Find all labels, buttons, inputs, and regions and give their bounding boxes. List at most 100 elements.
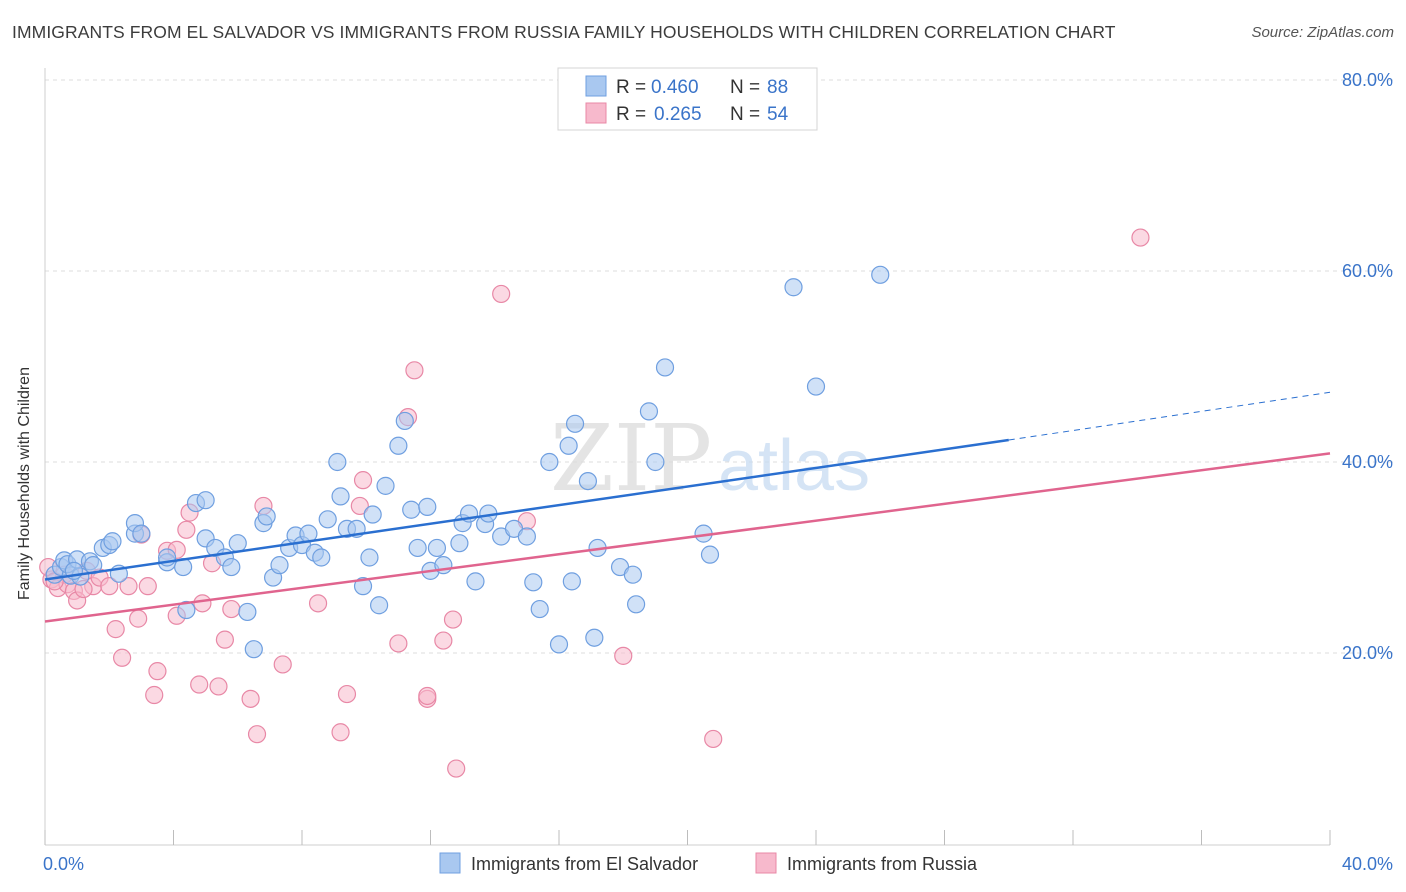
point-el-salvador (177, 600, 196, 620)
point-russia (308, 594, 328, 613)
point-russia (119, 577, 138, 596)
point-russia (106, 620, 125, 639)
y-tick-label: 40.0% (1342, 452, 1393, 472)
point-el-salvador (376, 476, 395, 495)
point-el-salvador (328, 452, 347, 472)
point-el-salvador (655, 358, 675, 377)
legend-top: R = 0.460 N = 88 R = 0.265 N = 54 (557, 67, 818, 131)
point-el-salvador (784, 278, 803, 297)
point-russia (222, 599, 241, 619)
legend-top-n-value-2: 54 (767, 104, 789, 125)
point-russia (492, 284, 511, 304)
legend-top-r-label-1: R = (616, 77, 646, 98)
point-russia (177, 520, 196, 539)
point-el-salvador (549, 635, 569, 654)
point-russia (350, 496, 369, 516)
point-russia (112, 648, 132, 667)
point-el-salvador (418, 497, 437, 516)
y-tick-label: 80.0% (1342, 70, 1393, 90)
legend-top-n-label-2: N = (730, 104, 760, 125)
point-russia (138, 577, 157, 596)
trend-line-el-salvador-extension (1008, 391, 1331, 441)
point-el-salvador (395, 411, 414, 431)
point-russia (1131, 228, 1150, 247)
point-russia (337, 684, 357, 704)
y-tick-label: 60.0% (1342, 261, 1393, 281)
point-el-salvador (312, 548, 331, 567)
point-el-salvador (370, 596, 389, 615)
point-el-salvador (562, 572, 581, 591)
point-el-salvador (360, 548, 379, 567)
point-el-salvador (331, 487, 350, 506)
watermark-atlas: atlas (718, 426, 870, 506)
chart-title: IMMIGRANTS FROM EL SALVADOR VS IMMIGRANT… (12, 22, 1116, 42)
point-russia (273, 655, 292, 674)
point-russia (209, 677, 228, 696)
grid-lines (45, 79, 1393, 654)
point-el-salvador (450, 534, 469, 553)
point-russia (389, 634, 408, 653)
point-russia (704, 729, 723, 749)
point-el-salvador (402, 500, 421, 519)
x-tick-labels: 0.0% 40.0% (43, 854, 1393, 874)
point-russia (443, 610, 463, 629)
point-el-salvador (626, 595, 646, 614)
legend-top-n-value-1: 88 (767, 77, 788, 98)
point-el-salvador (559, 436, 578, 455)
trend-lines (44, 391, 1331, 623)
legend-swatch-el-salvador (439, 852, 461, 874)
point-russia (418, 686, 437, 706)
point-el-salvador (700, 545, 720, 564)
point-el-salvador (646, 452, 665, 472)
legend-label-el-salvador: Immigrants from El Salvador (471, 854, 698, 874)
point-el-salvador (257, 507, 276, 526)
point-el-salvador (639, 402, 659, 421)
point-russia (405, 361, 424, 380)
point-el-salvador (318, 510, 337, 529)
point-el-salvador (427, 538, 447, 558)
point-el-salvador (363, 505, 382, 524)
point-el-salvador (353, 577, 373, 596)
y-tick-label: 20.0% (1342, 643, 1393, 663)
point-russia (353, 471, 373, 490)
point-el-salvador (540, 452, 559, 472)
point-russia (100, 577, 119, 596)
point-russia (247, 725, 267, 744)
point-el-salvador (196, 491, 215, 510)
legend-top-n-label-1: N = (730, 77, 760, 98)
point-russia (241, 689, 260, 708)
point-el-salvador (871, 265, 890, 284)
point-el-salvador (222, 557, 241, 577)
point-el-salvador (585, 628, 604, 647)
source-label: Source: ZipAtlas.com (1251, 24, 1394, 41)
point-russia (145, 685, 164, 705)
point-el-salvador (228, 534, 247, 553)
legend-top-swatch-pink (585, 102, 607, 124)
point-el-salvador (524, 573, 543, 592)
legend-top-r-label-2: R = (616, 104, 646, 125)
point-el-salvador (244, 640, 263, 659)
point-russia (190, 675, 209, 694)
point-el-salvador (389, 436, 408, 455)
point-russia (434, 631, 453, 650)
point-el-salvador (238, 602, 257, 622)
point-el-salvador (103, 532, 122, 551)
point-el-salvador (132, 524, 151, 543)
y-axis-label: Family Households with Children (16, 367, 33, 600)
x-tick-label: 0.0% (43, 854, 84, 874)
point-el-salvador (530, 599, 549, 619)
legend-swatch-russia (755, 852, 777, 874)
point-russia (148, 662, 167, 681)
x-tick-label: 40.0% (1342, 854, 1393, 874)
point-el-salvador (565, 414, 585, 433)
point-russia (215, 630, 234, 649)
axes (44, 68, 1331, 846)
legend-top-r-value-2: 0.265 (654, 104, 702, 125)
legend-top-swatch-blue (585, 75, 607, 97)
point-russia (129, 609, 148, 628)
series-russia-points (39, 228, 1150, 778)
trend-line-russia (44, 452, 1331, 623)
trend-line-el-salvador (44, 438, 1009, 581)
point-el-salvador (408, 538, 427, 558)
